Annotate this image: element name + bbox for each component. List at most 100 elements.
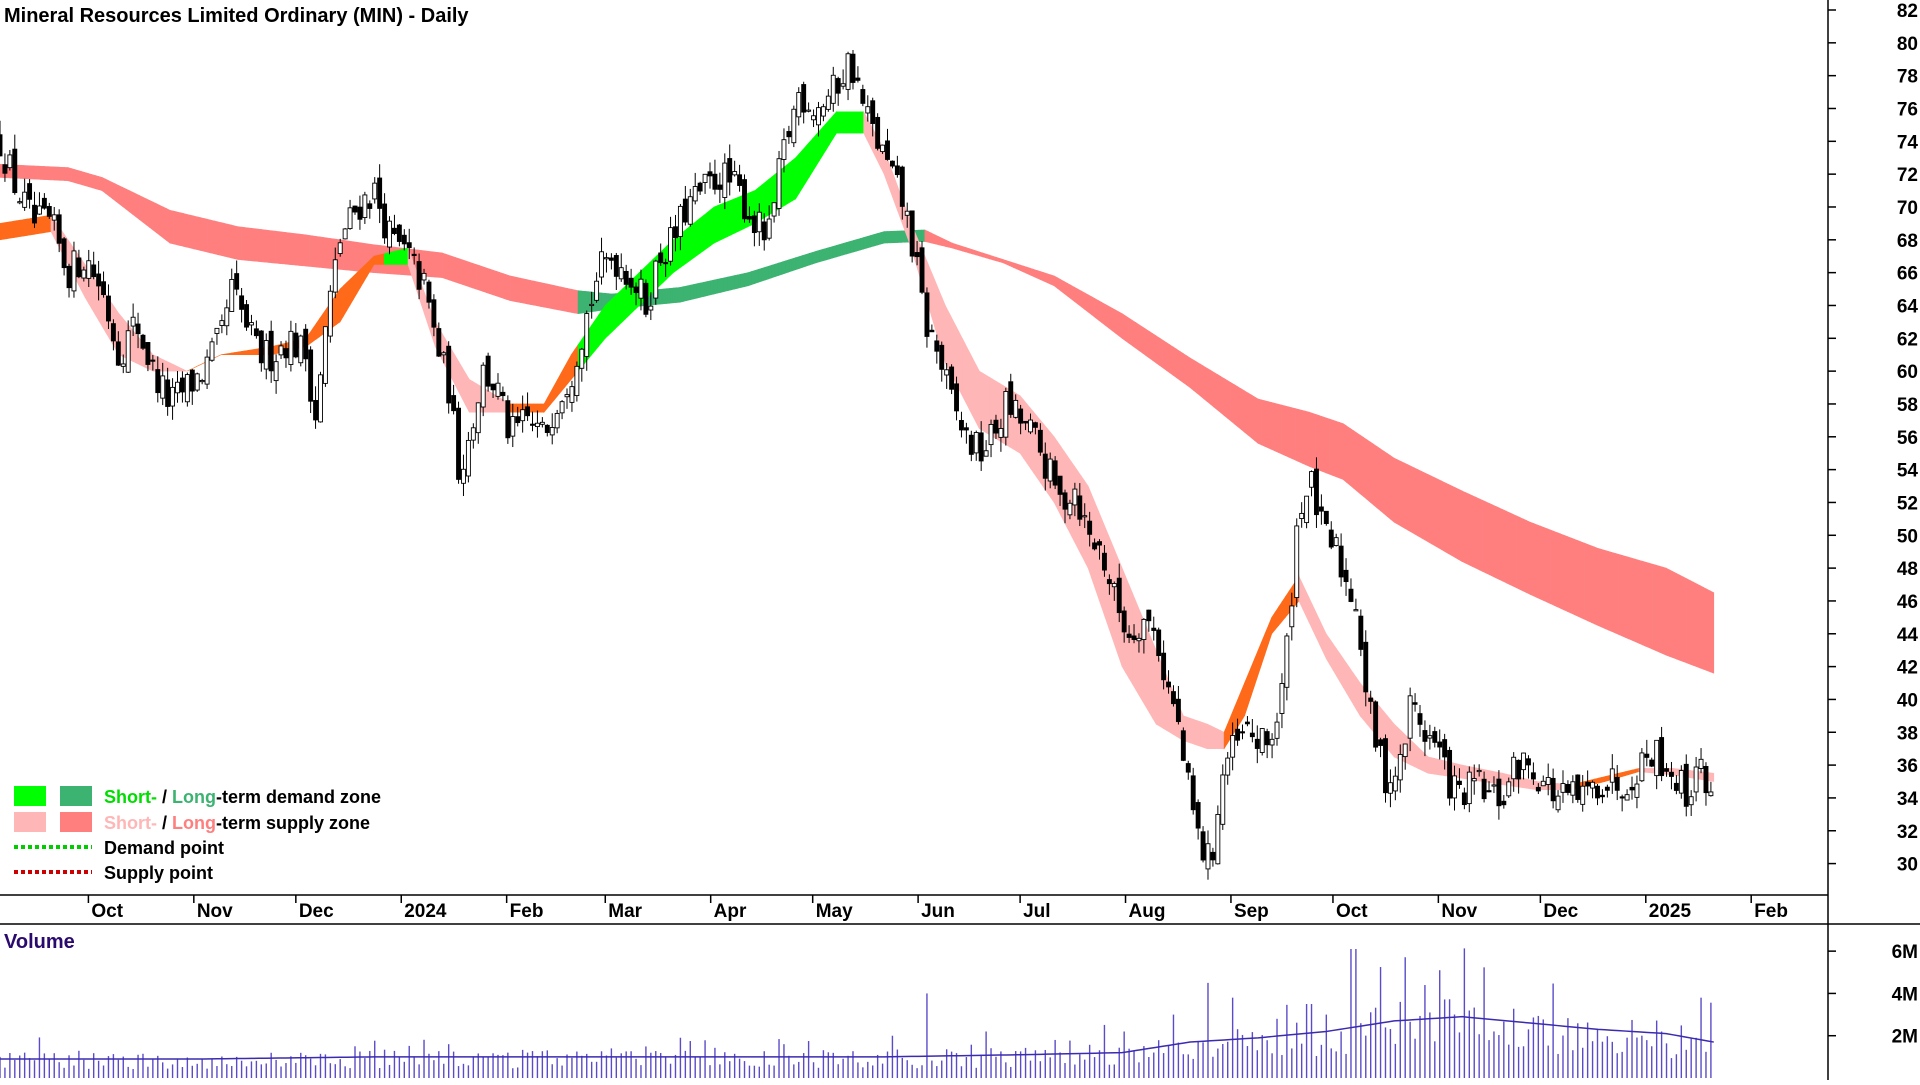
long-term-zone-segment: [720, 277, 725, 293]
candle-up: [1402, 743, 1408, 758]
time-axis-ticks: Oct Nov Dec 2024 Feb Mar Apr May Jun Jul Aug Sep Oct…: [87, 895, 1788, 922]
long-term-zone-segment: [64, 167, 69, 182]
legend-swatch-long-demand: [60, 786, 92, 806]
short-term-zone-segment: [1223, 723, 1228, 750]
candle-up: [1693, 766, 1699, 793]
long-term-zone-segment: [1176, 348, 1181, 381]
candle-up: [534, 422, 540, 428]
long-term-zone-segment: [455, 257, 460, 284]
candle-up: [539, 421, 545, 425]
candle-down: [357, 206, 363, 220]
long-term-zone-segment: [356, 241, 361, 272]
short-term-zone-segment: [842, 111, 847, 134]
candle-up: [204, 356, 210, 385]
long-term-zone-segment: [968, 248, 973, 255]
candle-up: [569, 386, 575, 403]
long-term-zone-segment: [1472, 495, 1477, 569]
candle-up: [480, 364, 486, 408]
long-term-zone-segment: [475, 264, 480, 291]
long-term-zone-segment: [1040, 271, 1045, 282]
long-term-zone-segment: [693, 283, 698, 300]
short-term-zone-segment: [1169, 682, 1174, 735]
long-term-zone-segment: [1465, 492, 1470, 566]
candle-up: [421, 272, 427, 281]
short-term-zone-segment: [1390, 719, 1395, 758]
short-term-zone-segment: [1353, 672, 1358, 712]
candle-down: [875, 116, 881, 149]
short-term-zone-segment: [696, 217, 701, 256]
candle-up: [1466, 771, 1472, 805]
candle-down: [1106, 579, 1112, 585]
candle-up: [120, 363, 126, 367]
long-term-zone-segment: [1679, 574, 1684, 662]
long-term-zone-segment: [77, 170, 82, 186]
candle-down: [1244, 721, 1250, 725]
candle-up: [1136, 637, 1142, 642]
price-tick-label: 74: [1897, 132, 1919, 153]
candle-up: [998, 428, 1004, 438]
short-term-zone-segment: [1026, 403, 1031, 469]
long-term-zone-segment: [353, 241, 358, 272]
short-term-zone-segment: [1621, 771, 1626, 777]
short-term-zone-segment: [829, 114, 834, 146]
candle-down: [742, 179, 747, 220]
candle-down: [1338, 545, 1344, 578]
candle-down: [643, 282, 649, 315]
short-term-zone-segment: [6, 221, 11, 240]
short-term-zone-segment: [465, 372, 470, 413]
short-term-zone-segment: [863, 111, 868, 141]
time-tick-label: Aug: [1129, 901, 1166, 922]
long-term-zone-segment: [985, 253, 990, 260]
candle-down: [32, 204, 37, 224]
candle-down: [436, 328, 442, 357]
long-term-zone-segment: [703, 281, 708, 297]
long-term-zone-segment: [1580, 541, 1585, 620]
long-term-zone-segment: [689, 284, 694, 301]
long-term-zone-segment: [509, 275, 514, 302]
candle-up: [618, 267, 624, 280]
short-term-zone-segment: [356, 268, 361, 295]
time-tick-label: Oct: [1336, 901, 1368, 922]
long-term-zone-segment: [1703, 586, 1708, 672]
long-term-zone-segment: [1342, 423, 1347, 483]
long-term-zone-segment: [1118, 311, 1123, 339]
short-term-zone-segment: [1421, 749, 1426, 773]
long-term-zone-segment: [251, 227, 256, 262]
short-term-zone-segment: [309, 327, 314, 345]
long-term-zone-segment: [424, 250, 429, 277]
short-term-zone-segment: [1526, 778, 1531, 790]
legend-supply-long: Long: [172, 813, 216, 833]
short-term-zone-segment: [16, 219, 21, 238]
long-term-zone-segment: [472, 262, 477, 290]
short-term-zone-segment: [934, 280, 939, 341]
short-term-zone-segment: [1308, 597, 1313, 630]
short-term-zone-segment: [788, 159, 793, 204]
short-term-zone-segment: [621, 285, 626, 323]
candle-up: [342, 228, 348, 240]
candle-down: [1535, 786, 1541, 792]
long-term-zone-segment: [329, 237, 334, 270]
candle-down: [1042, 453, 1048, 479]
short-term-zone-segment: [513, 403, 518, 413]
candle-down: [1146, 609, 1152, 622]
candle-up: [732, 171, 738, 176]
short-term-zone-segment: [557, 373, 562, 397]
long-term-zone-segment: [846, 241, 851, 255]
candle-down: [1486, 790, 1492, 793]
long-term-zone-segment: [1665, 567, 1670, 657]
candle-down: [1052, 460, 1058, 486]
candle-up: [1476, 769, 1482, 773]
short-term-zone-segment: [176, 365, 181, 372]
long-term-zone-segment: [1019, 264, 1024, 273]
short-term-zone-segment: [1193, 718, 1198, 746]
short-term-zone-segment: [567, 354, 572, 385]
short-term-zone-segment: [611, 294, 616, 333]
short-term-zone-segment: [1631, 768, 1636, 775]
long-term-zone-segment: [1149, 330, 1154, 362]
long-term-zone-segment: [1261, 399, 1266, 447]
candle-up: [594, 280, 600, 301]
long-term-zone-segment: [533, 280, 538, 307]
short-term-zone-segment: [931, 272, 936, 329]
candle-up: [687, 196, 693, 225]
